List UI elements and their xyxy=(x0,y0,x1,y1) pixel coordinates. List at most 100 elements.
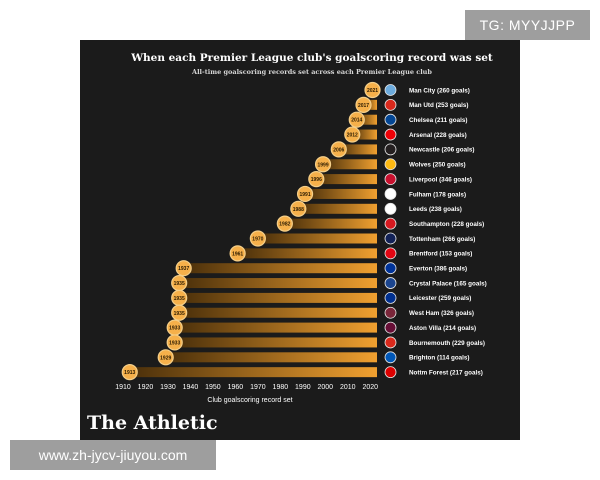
x-tick-label: 1970 xyxy=(250,384,266,391)
year-marker-label: 1999 xyxy=(317,162,328,168)
club-badge-icon xyxy=(384,98,397,111)
club-badge-icon xyxy=(384,188,397,200)
bar xyxy=(298,203,377,214)
club-label: Leicester (259 goals) xyxy=(409,295,471,302)
bar xyxy=(305,188,377,199)
club-badge-icon xyxy=(384,158,397,171)
year-marker-label: 1929 xyxy=(160,355,171,361)
year-marker-label: 2012 xyxy=(347,133,358,139)
year-marker xyxy=(290,200,307,217)
year-marker xyxy=(330,141,347,158)
bar xyxy=(179,307,377,318)
year-marker xyxy=(344,126,361,143)
club-badge-icon xyxy=(384,306,397,319)
year-marker xyxy=(355,96,372,113)
club-label: Arsenal (228 goals) xyxy=(409,132,467,139)
club-label: Newcastle (206 goals) xyxy=(409,147,474,154)
brand-logo: The Athletic xyxy=(87,412,218,434)
club-badge-icon xyxy=(384,277,397,289)
watermark-top: TG: MYYJJPP xyxy=(465,10,590,40)
year-marker-label: 1933 xyxy=(169,326,180,332)
club-badge-icon xyxy=(384,84,397,96)
year-marker xyxy=(121,364,138,381)
club-label: Southampton (228 goals) xyxy=(409,221,484,228)
club-badge-icon xyxy=(384,291,397,304)
x-tick-label: 1950 xyxy=(205,384,221,391)
club-label: Tottenham (266 goals) xyxy=(409,236,475,243)
bar xyxy=(237,248,377,259)
club-label: Bournemouth (229 goals) xyxy=(409,340,485,347)
year-marker xyxy=(296,185,314,203)
year-marker xyxy=(175,260,192,277)
year-marker xyxy=(308,171,325,188)
year-marker xyxy=(314,156,332,173)
year-marker-label: 1937 xyxy=(178,266,189,272)
bar xyxy=(352,129,377,140)
year-marker xyxy=(364,81,381,99)
year-marker-label: 1935 xyxy=(174,281,185,287)
year-marker xyxy=(348,111,365,128)
club-label: Brighton (114 goals) xyxy=(409,355,470,362)
club-badge-icon xyxy=(384,262,397,275)
x-axis-label: Club goalscoring record set xyxy=(207,397,292,404)
club-label: Fulham (178 goals) xyxy=(409,191,466,198)
year-marker-label: 1935 xyxy=(174,296,185,302)
bar xyxy=(338,144,377,155)
club-badge-icon xyxy=(384,113,397,126)
bar xyxy=(316,174,377,185)
x-tick-label: 2010 xyxy=(340,384,356,391)
bar xyxy=(356,114,377,125)
bar xyxy=(129,367,377,378)
chart-title: When each Premier League club's goalscor… xyxy=(130,52,493,64)
year-marker-label: 1996 xyxy=(311,177,322,183)
club-badge-icon xyxy=(384,247,397,260)
club-label: Man Utd (253 goals) xyxy=(409,102,468,109)
club-badge-icon xyxy=(384,232,397,245)
year-marker-label: 2021 xyxy=(367,88,378,94)
watermark-bottom: www.zh-jycv-jiuyou.com xyxy=(10,440,216,470)
bar xyxy=(323,159,377,170)
year-marker-label: 1961 xyxy=(232,251,243,257)
club-label: Leeds (238 goals) xyxy=(409,206,462,213)
bar xyxy=(174,337,377,348)
x-tick-label: 1980 xyxy=(273,384,289,391)
club-label: Crystal Palace (165 goals) xyxy=(409,280,487,287)
year-marker-label: 1933 xyxy=(169,340,180,346)
x-tick-label: 1990 xyxy=(295,384,311,391)
x-tick-label: 2000 xyxy=(318,384,334,391)
chart: When each Premier League club's goalscor… xyxy=(115,52,493,404)
bar xyxy=(179,278,377,289)
chart-subtitle: All-time goalscoring records set across … xyxy=(191,68,432,76)
club-label: West Ham (326 goals) xyxy=(409,310,474,317)
year-marker-label: 1982 xyxy=(279,222,290,228)
club-badge-icon xyxy=(384,202,397,215)
club-badge-icon xyxy=(384,128,397,141)
club-label: Brentford (153 goals) xyxy=(409,251,472,258)
year-marker-label: 1988 xyxy=(293,207,304,213)
year-marker-label: 1913 xyxy=(124,370,135,376)
year-marker-label: 1935 xyxy=(174,311,185,317)
bar xyxy=(174,322,377,333)
year-marker xyxy=(171,304,188,321)
x-tick-label: 1960 xyxy=(228,384,244,391)
year-marker-label: 2006 xyxy=(333,147,344,153)
club-label: Wolves (250 goals) xyxy=(409,162,466,169)
bar xyxy=(179,292,377,303)
x-tick-label: 2020 xyxy=(362,384,378,391)
year-marker-label: 2014 xyxy=(351,118,362,124)
bar xyxy=(284,218,377,229)
year-marker xyxy=(157,349,174,366)
club-badge-icon xyxy=(384,321,397,334)
club-badge-icon xyxy=(384,217,397,230)
club-label: Everton (386 goals) xyxy=(409,266,467,273)
x-tick-label: 1910 xyxy=(115,384,131,391)
x-tick-label: 1930 xyxy=(160,384,176,391)
year-marker-label: 2017 xyxy=(358,103,369,109)
club-badge-icon xyxy=(384,336,397,349)
club-label: Nottm Forest (217 goals) xyxy=(409,369,483,376)
club-label: Man City (260 goals) xyxy=(409,87,470,94)
club-badge-icon xyxy=(384,143,397,156)
club-badge-icon xyxy=(384,366,397,379)
year-marker-label: 1970 xyxy=(252,237,263,243)
bar xyxy=(183,263,377,274)
